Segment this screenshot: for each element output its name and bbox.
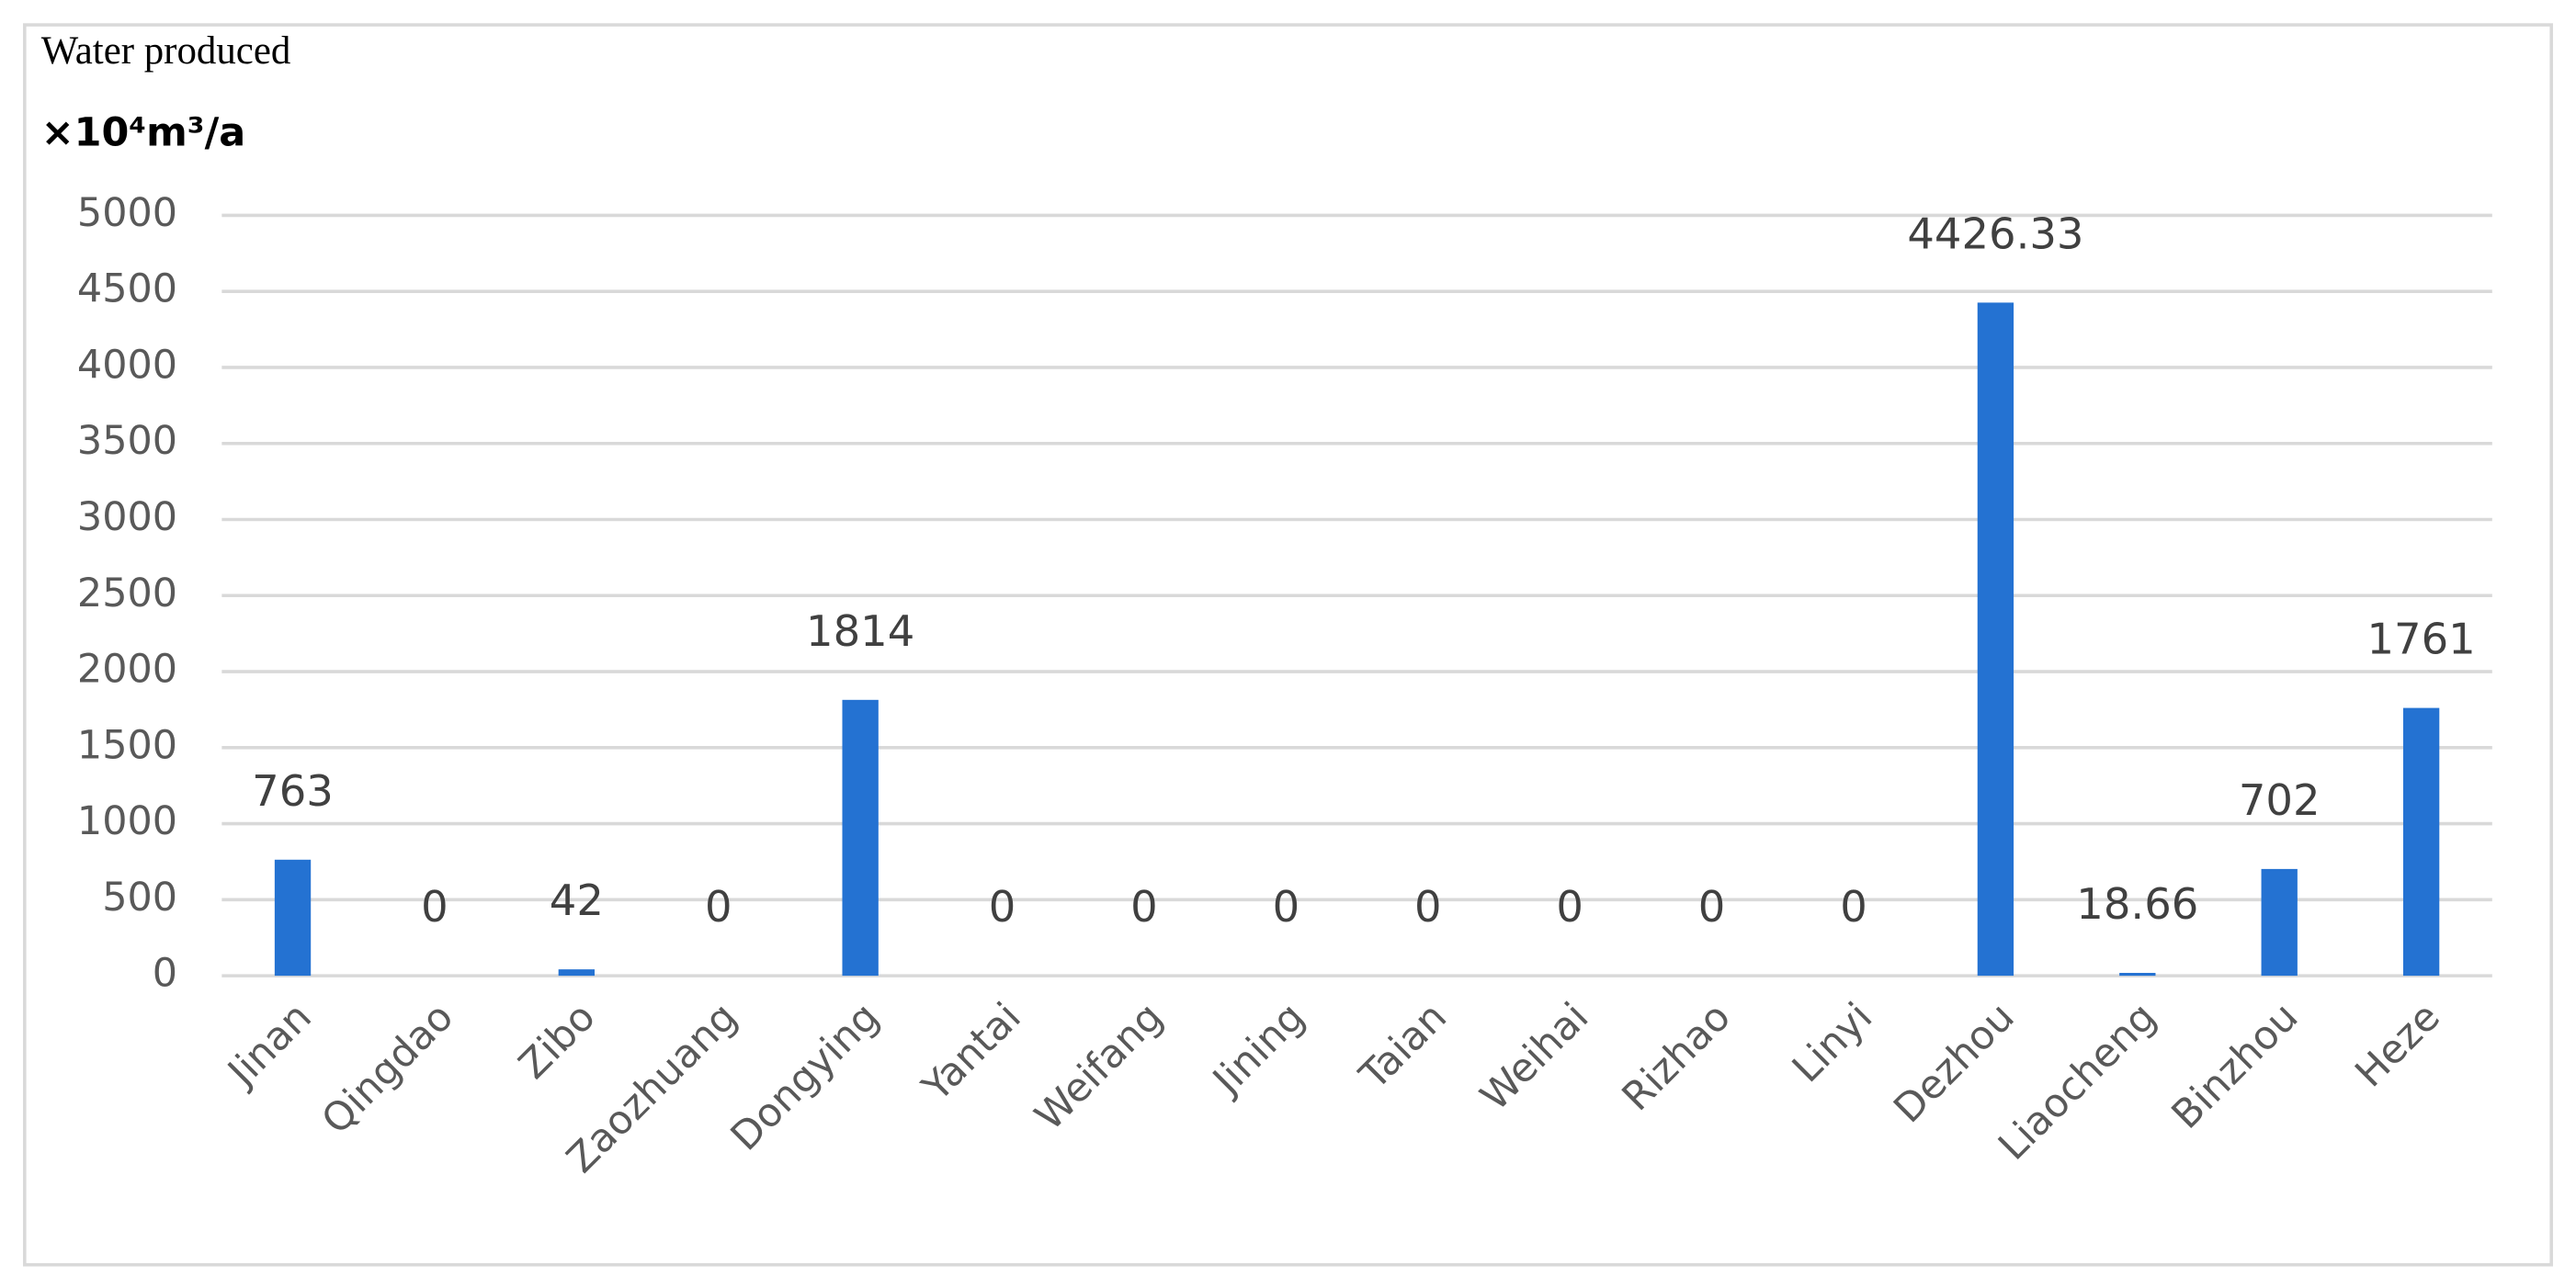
data-label: 0 <box>989 882 1016 932</box>
data-label: 0 <box>421 882 448 932</box>
data-label: 18.66 <box>2076 879 2198 929</box>
y-tick-label: 2000 <box>77 647 177 693</box>
y-tick-label: 3000 <box>77 494 177 540</box>
data-label: 1761 <box>2366 615 2475 664</box>
chart-frame <box>23 23 2553 1267</box>
bar <box>842 699 879 977</box>
bar <box>2261 868 2298 977</box>
bar <box>2119 973 2156 977</box>
data-label: 4426.33 <box>1907 209 2083 258</box>
data-label: 1814 <box>806 606 914 656</box>
y-tick-label: 1500 <box>77 722 177 768</box>
y-tick-label: 4500 <box>77 266 177 312</box>
data-label: 0 <box>705 882 732 932</box>
data-label: 0 <box>1273 882 1300 932</box>
y-tick-label: 4000 <box>77 342 177 388</box>
bar <box>1977 302 2014 977</box>
data-label: 0 <box>1130 882 1158 932</box>
chart-title: Water produced <box>41 29 291 73</box>
y-tick-label: 500 <box>102 875 177 921</box>
data-label: 0 <box>1414 882 1442 932</box>
data-label: 763 <box>252 766 334 816</box>
y-tick-label: 0 <box>153 951 177 997</box>
data-label: 0 <box>1840 882 1867 932</box>
unit-label: ×10⁴m³/a <box>41 109 245 155</box>
bar <box>2402 707 2440 977</box>
y-tick-label: 1000 <box>77 798 177 844</box>
y-tick-label: 5000 <box>77 190 177 236</box>
data-label: 0 <box>1556 882 1583 932</box>
data-label: 42 <box>550 876 604 925</box>
bar <box>274 859 312 977</box>
bar <box>558 969 596 977</box>
y-tick-label: 2500 <box>77 571 177 616</box>
data-label: 702 <box>2239 775 2321 825</box>
data-label: 0 <box>1698 882 1726 932</box>
y-tick-label: 3500 <box>77 418 177 464</box>
